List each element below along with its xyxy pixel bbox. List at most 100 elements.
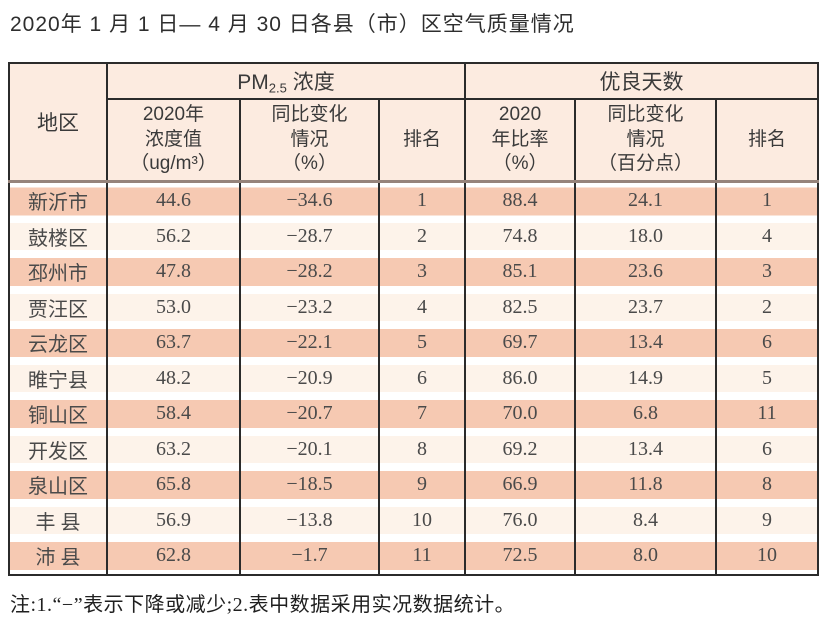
good-change-cell: 6.8 xyxy=(574,396,718,432)
pm-value-cell: 47.8 xyxy=(106,254,241,290)
pm-value-cell: 56.9 xyxy=(106,502,241,538)
pm-rank-cell: 3 xyxy=(377,254,467,290)
good-ratio-cell: 86.0 xyxy=(464,360,577,396)
pm-value-cell: 44.6 xyxy=(106,181,241,219)
table-row: 泉山区 65.8 −18.5 9 66.9 11.8 8 xyxy=(8,467,820,503)
pm-rank-cell: 4 xyxy=(377,289,467,325)
table-row: 铜山区 58.4 −20.7 7 70.0 6.8 11 xyxy=(8,396,820,432)
page-title: 2020年 1 月 1 日— 4 月 30 日各县（市）区空气质量情况 xyxy=(10,13,575,36)
good-ratio-cell: 66.9 xyxy=(464,467,577,503)
table-row: 贾汪区 53.0 −23.2 4 82.5 23.7 2 xyxy=(8,289,820,325)
table-row: 沛 县 62.8 −1.7 11 72.5 8.0 10 xyxy=(8,538,820,575)
column-group-pm25: PM2.5 浓度 xyxy=(105,63,467,100)
good-ratio-cell: 69.7 xyxy=(464,325,577,361)
region-cell: 沛 县 xyxy=(8,538,108,575)
region-cell: 铜山区 xyxy=(8,396,108,432)
pm-rank-cell: 2 xyxy=(377,218,467,254)
column-header-region: 地区 xyxy=(8,63,108,183)
pm-rank-cell: 7 xyxy=(377,396,467,432)
pm-change-cell: −20.1 xyxy=(239,431,380,467)
good-change-cell: 14.9 xyxy=(574,360,718,396)
good-change-cell: 8.0 xyxy=(574,538,718,575)
good-rank-cell: 1 xyxy=(715,181,820,219)
pm-value-cell: 56.2 xyxy=(106,218,241,254)
pm-value-cell: 53.0 xyxy=(106,289,241,325)
pm-rank-cell: 6 xyxy=(377,360,467,396)
good-rank-cell: 6 xyxy=(715,431,820,467)
good-rank-cell: 8 xyxy=(715,467,820,503)
pm-rank-cell: 1 xyxy=(377,181,467,219)
good-rank-cell: 5 xyxy=(715,360,820,396)
pm-rank-cell: 10 xyxy=(377,502,467,538)
pm-change-cell: −28.7 xyxy=(239,218,380,254)
pm-change-cell: −20.7 xyxy=(239,396,380,432)
good-change-cell: 23.7 xyxy=(574,289,718,325)
pm-value-cell: 48.2 xyxy=(106,360,241,396)
good-ratio-cell: 72.5 xyxy=(464,538,577,575)
table-row: 睢宁县 48.2 −20.9 6 86.0 14.9 5 xyxy=(8,360,820,396)
column-header-pm-rank: 排名 xyxy=(377,99,467,183)
good-ratio-cell: 74.8 xyxy=(464,218,577,254)
pm-value-cell: 58.4 xyxy=(106,396,241,432)
column-header-good-rank: 排名 xyxy=(715,99,820,183)
pm-change-cell: −13.8 xyxy=(239,502,380,538)
pm-value-cell: 62.8 xyxy=(106,538,241,575)
air-quality-table: 地区 PM2.5 浓度 优良天数 2020年 浓度值 （ug/m³） 同比变化 … xyxy=(8,62,820,576)
region-cell: 丰 县 xyxy=(8,502,108,538)
good-rank-cell: 9 xyxy=(715,502,820,538)
pm-change-cell: −23.2 xyxy=(239,289,380,325)
table-row: 开发区 63.2 −20.1 8 69.2 13.4 6 xyxy=(8,431,820,467)
table-row: 鼓楼区 56.2 −28.7 2 74.8 18.0 4 xyxy=(8,218,820,254)
pm-change-cell: −1.7 xyxy=(239,538,380,575)
good-rank-cell: 2 xyxy=(715,289,820,325)
header-group-row: 地区 PM2.5 浓度 优良天数 xyxy=(8,63,820,183)
pm-rank-cell: 5 xyxy=(377,325,467,361)
column-header-pm-value: 2020年 浓度值 （ug/m³） xyxy=(106,99,241,183)
region-cell: 鼓楼区 xyxy=(8,218,108,254)
footnote: 注:1.“−”表示下降或减少;2.表中数据采用实况数据统计。 xyxy=(10,594,516,616)
good-ratio-cell: 69.2 xyxy=(464,431,577,467)
column-header-pm-change: 同比变化 情况 （%） xyxy=(239,99,380,183)
column-group-good-days: 优良天数 xyxy=(464,63,820,100)
good-change-cell: 11.8 xyxy=(574,467,718,503)
good-ratio-cell: 70.0 xyxy=(464,396,577,432)
good-change-cell: 23.6 xyxy=(574,254,718,290)
pm-change-cell: −34.6 xyxy=(239,181,380,219)
column-header-good-change: 同比变化 情况 （百分点） xyxy=(574,99,718,183)
pm25-label-prefix: PM xyxy=(237,71,269,94)
good-change-cell: 13.4 xyxy=(574,431,718,467)
table-row: 新沂市 44.6 −34.6 1 88.4 24.1 1 xyxy=(8,181,820,219)
pm-change-cell: −28.2 xyxy=(239,254,380,290)
region-cell: 泉山区 xyxy=(8,467,108,503)
good-ratio-cell: 88.4 xyxy=(464,181,577,219)
pm-rank-cell: 9 xyxy=(377,467,467,503)
region-cell: 新沂市 xyxy=(8,181,108,219)
good-rank-cell: 11 xyxy=(715,396,820,432)
region-cell: 开发区 xyxy=(8,431,108,467)
good-change-cell: 24.1 xyxy=(574,181,718,219)
pm-value-cell: 65.8 xyxy=(106,467,241,503)
good-rank-cell: 4 xyxy=(715,218,820,254)
table-row: 邳州市 47.8 −28.2 3 85.1 23.6 3 xyxy=(8,254,820,290)
good-rank-cell: 10 xyxy=(715,538,820,575)
pm-value-cell: 63.2 xyxy=(106,431,241,467)
region-cell: 睢宁县 xyxy=(8,360,108,396)
table-row: 丰 县 56.9 −13.8 10 76.0 8.4 9 xyxy=(8,502,820,538)
good-ratio-cell: 82.5 xyxy=(464,289,577,325)
pm-rank-cell: 8 xyxy=(377,431,467,467)
pm-change-cell: −20.9 xyxy=(239,360,380,396)
good-ratio-cell: 85.1 xyxy=(464,254,577,290)
header-sub-row: 2020年 浓度值 （ug/m³） 同比变化 情况 （%） 排名 2020 年比… xyxy=(9,99,820,183)
pm-change-cell: −22.1 xyxy=(239,325,380,361)
good-rank-cell: 6 xyxy=(715,325,820,361)
pm-rank-cell: 11 xyxy=(377,538,467,575)
pm25-label-subscript: 2.5 xyxy=(268,80,287,96)
good-change-cell: 13.4 xyxy=(574,325,718,361)
pm-change-cell: −18.5 xyxy=(239,467,380,503)
pm25-label-suffix: 浓度 xyxy=(286,71,335,94)
good-change-cell: 8.4 xyxy=(574,502,718,538)
region-cell: 邳州市 xyxy=(8,254,108,290)
region-cell: 云龙区 xyxy=(8,325,108,361)
good-change-cell: 18.0 xyxy=(574,218,718,254)
pm-value-cell: 63.7 xyxy=(106,325,241,361)
